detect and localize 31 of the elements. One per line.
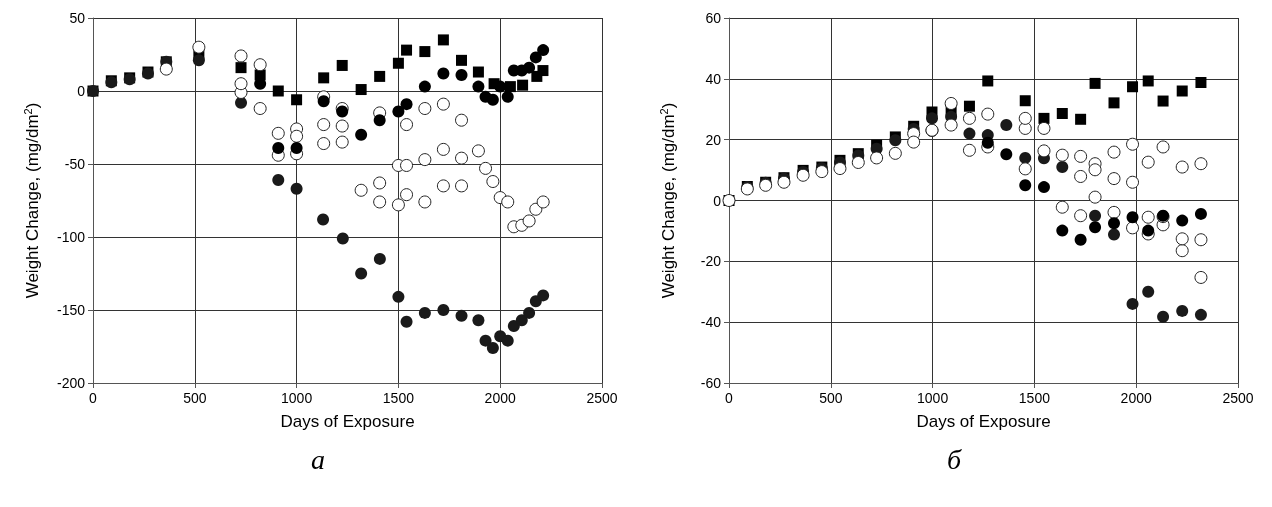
y-tick-label: 0 [77, 83, 86, 99]
x-axis-title: Days of Exposure [280, 412, 415, 431]
x-tick-label: 2000 [1120, 390, 1152, 406]
y-tick-label: 40 [705, 70, 722, 87]
x-tick-label: 0 [89, 390, 98, 406]
y-axis-title: Weight Change, (mg/dm2) [657, 102, 678, 299]
x-tick-label: 2500 [586, 390, 618, 406]
x-tick-label: 1500 [1018, 390, 1051, 406]
x-tick-label: 1000 [917, 390, 949, 406]
x-tick-label: 500 [819, 390, 843, 406]
y-tick-label: 50 [69, 10, 86, 26]
x-tick-label: 0 [725, 390, 734, 406]
y-tick-label: -100 [56, 229, 86, 245]
x-tick-label: 1000 [281, 390, 313, 406]
y-tick-label: -40 [700, 314, 722, 331]
y-tick-label: 20 [705, 131, 722, 148]
y-tick-label: 60 [705, 10, 722, 26]
y-tick-label: 0 [713, 192, 722, 209]
y-tick-label: -20 [700, 253, 722, 270]
x-axis-title: Days of Exposure [916, 412, 1051, 431]
y-tick-label: -150 [56, 302, 86, 318]
x-tick-label: 500 [183, 390, 207, 406]
text: б [946, 443, 962, 475]
x-tick-label: 2500 [1222, 390, 1254, 406]
y-axis-title: Weight Change, (mg/dm2) [21, 102, 42, 299]
y-tick-label: -60 [700, 375, 722, 391]
x-tick-label: 2000 [484, 390, 516, 406]
y-tick-label: -200 [56, 375, 86, 391]
y-tick-label: -50 [64, 156, 86, 172]
text: а [311, 443, 325, 475]
x-tick-label: 1500 [382, 390, 415, 406]
